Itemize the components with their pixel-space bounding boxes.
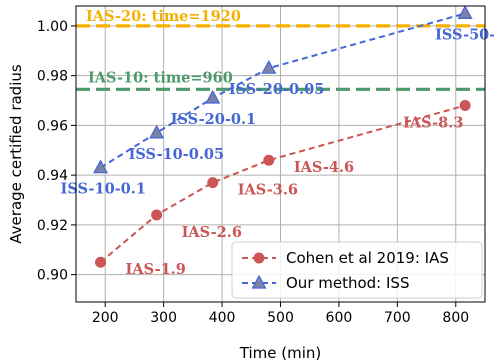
legend: Cohen et al 2019: IAS Our method: ISS	[231, 241, 483, 299]
x-tick-label: 400	[209, 310, 236, 326]
reference-line-label: IAS-20: time=1920	[86, 8, 241, 25]
data-label: IAS-2.6	[182, 224, 242, 241]
x-tick-label: 800	[442, 310, 469, 326]
data-label: IAS-1.9	[126, 261, 186, 278]
reference-line-label: IAS-10: time=960	[88, 69, 233, 86]
data-label: ISS-10-0.1	[61, 181, 146, 198]
data-point	[95, 256, 107, 268]
annotation-layer: IAS-20: time=1920 IAS-10: time=960 IAS-1.9…	[61, 8, 494, 278]
data-point	[459, 99, 471, 111]
y-tick-label: 0.92	[37, 218, 68, 234]
reference-lines	[76, 24, 485, 91]
data-label: ISS-10-0.05	[129, 146, 224, 163]
series-layer	[93, 5, 473, 268]
y-tick-label: 0.94	[37, 168, 68, 184]
x-tick-label: 300	[150, 310, 177, 326]
x-tick-label: 600	[326, 310, 353, 326]
data-label: ISS-20-0.1	[171, 111, 256, 128]
data-label: ISS-50-0.1	[435, 26, 494, 43]
data-label: IAS-4.6	[294, 159, 354, 176]
legend-marker	[253, 252, 265, 264]
data-point	[151, 209, 163, 221]
data-point	[263, 154, 275, 166]
y-tick-label: 0.96	[37, 118, 68, 134]
data-point	[149, 124, 165, 139]
data-point	[205, 89, 221, 104]
data-point	[93, 159, 109, 174]
legend-label: Cohen et al 2019: IAS	[286, 249, 449, 267]
data-point	[207, 177, 219, 189]
y-tick-label: 1.00	[37, 19, 68, 35]
data-label: IAS-8.3	[403, 114, 463, 131]
data-point	[261, 59, 277, 74]
legend-box	[231, 241, 483, 299]
data-point	[457, 5, 473, 20]
y-axis-label: Average certified radius	[7, 64, 25, 244]
x-tick-label: 500	[267, 310, 294, 326]
y-tick-label: 0.98	[37, 69, 68, 85]
data-label: IAS-3.6	[238, 182, 298, 199]
x-tick-label: 700	[384, 310, 411, 326]
x-tick-label: 200	[92, 310, 119, 326]
y-tick-label: 0.90	[37, 268, 68, 284]
x-axis-label: Time (min)	[239, 344, 321, 362]
data-label: ISS-20-0.05	[229, 81, 324, 98]
axis-ticks: 200 300 400 500 600 700 800 0.90 0.92 0.94 0.96 0.9…	[37, 19, 469, 326]
legend-label: Our method: ISS	[286, 274, 409, 292]
legend-marker	[251, 274, 267, 289]
